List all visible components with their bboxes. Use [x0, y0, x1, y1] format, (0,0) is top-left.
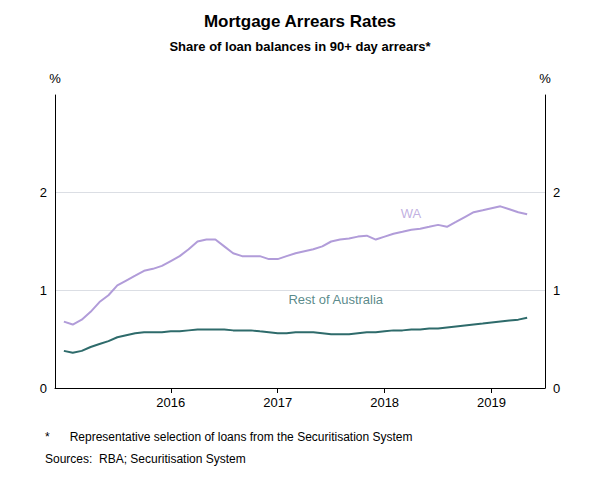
svg-text:2018: 2018 — [370, 395, 399, 410]
svg-text:1: 1 — [553, 283, 560, 298]
svg-text:Share of loan balances in 90+: Share of loan balances in 90+ day arrear… — [169, 39, 431, 54]
svg-text:2: 2 — [40, 185, 47, 200]
svg-text:Sources: RBA; Securitisation: Sources: RBA; Securitisation System — [45, 452, 246, 466]
svg-text:0: 0 — [553, 381, 560, 396]
svg-text:2: 2 — [553, 185, 560, 200]
svg-text:1: 1 — [40, 283, 47, 298]
svg-text:2016: 2016 — [156, 395, 185, 410]
svg-text:Rest of Australia: Rest of Australia — [288, 292, 383, 307]
svg-text:0: 0 — [40, 381, 47, 396]
svg-text:* Representative selectio: * Representative selection of loans from… — [45, 430, 413, 444]
svg-text:%: % — [49, 71, 61, 86]
svg-text:WA: WA — [401, 206, 422, 221]
svg-text:Mortgage Arrears Rates: Mortgage Arrears Rates — [204, 12, 396, 31]
svg-text:2017: 2017 — [263, 395, 292, 410]
svg-text:%: % — [539, 71, 551, 86]
svg-text:2019: 2019 — [477, 395, 506, 410]
